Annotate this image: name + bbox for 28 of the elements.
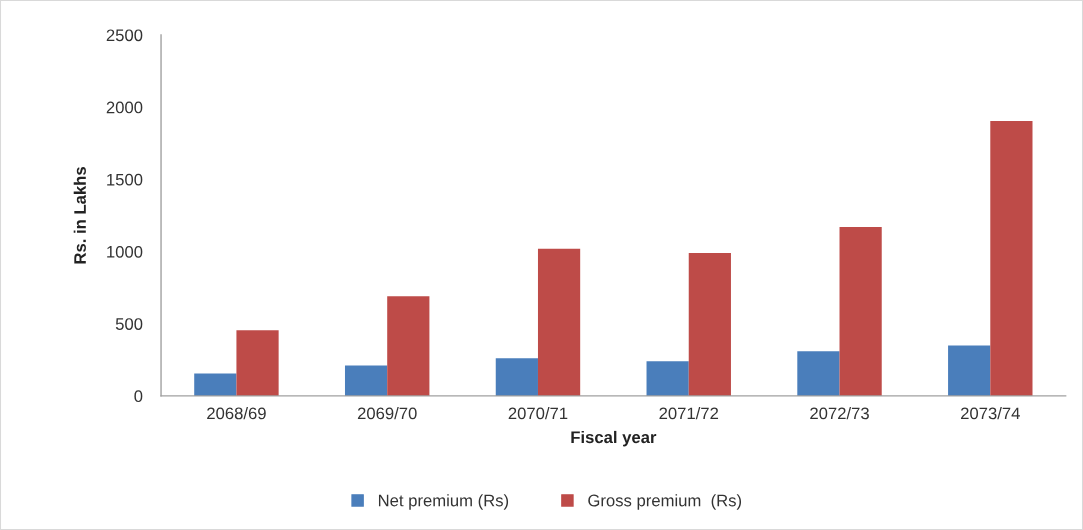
x-tick-label: 2073/74 xyxy=(961,407,1020,420)
bar xyxy=(344,365,388,396)
x-tick-label: 2069/70 xyxy=(357,407,417,420)
bar xyxy=(646,361,689,396)
y-tick-label: 2500 xyxy=(106,29,143,42)
y-tick-label: 1500 xyxy=(107,173,143,186)
x-axis-title: Fiscal year xyxy=(571,430,657,447)
bar xyxy=(688,252,731,396)
bar xyxy=(495,358,538,396)
x-tick-label: 2072/73 xyxy=(810,407,869,420)
x-tick-label: 2070/71 xyxy=(508,407,568,420)
y-tick-label: 0 xyxy=(134,390,143,403)
x-tick-label: 2071/72 xyxy=(659,407,719,420)
legend-label: Gross premium (Rs) xyxy=(588,494,742,510)
bar xyxy=(194,373,237,396)
y-tick-label: 1000 xyxy=(107,245,143,258)
bar xyxy=(387,296,430,396)
bar xyxy=(537,248,581,396)
bar xyxy=(839,226,882,396)
bar xyxy=(990,120,1033,396)
bar xyxy=(948,345,991,396)
x-tick-label: 2068/69 xyxy=(207,407,266,420)
y-tick-label: 2000 xyxy=(106,101,143,114)
bar xyxy=(797,351,840,396)
bar xyxy=(236,330,279,396)
y-tick-label: 500 xyxy=(115,318,143,330)
legend-label: Net premium (Rs) xyxy=(378,494,509,510)
y-axis-title: Rs. in Lakhs xyxy=(73,167,86,264)
